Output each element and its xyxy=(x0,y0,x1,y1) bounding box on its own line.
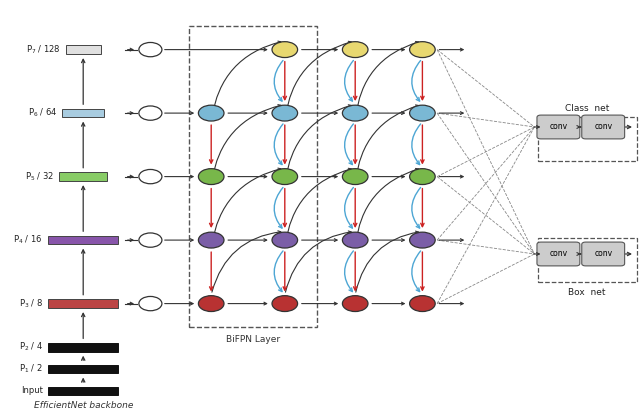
Bar xyxy=(66,45,101,54)
Circle shape xyxy=(198,232,224,248)
Bar xyxy=(48,236,118,245)
Text: P$_3$ / 8: P$_3$ / 8 xyxy=(19,297,43,310)
Bar xyxy=(60,172,107,181)
Circle shape xyxy=(342,42,368,58)
Circle shape xyxy=(410,296,435,312)
Text: P$_5$ / 32: P$_5$ / 32 xyxy=(25,171,54,183)
Text: P$_6$ / 64: P$_6$ / 64 xyxy=(28,107,58,119)
Circle shape xyxy=(198,105,224,121)
Circle shape xyxy=(139,106,162,120)
Text: Class  net: Class net xyxy=(565,104,609,113)
Circle shape xyxy=(272,105,298,121)
Text: Input: Input xyxy=(21,387,43,396)
Circle shape xyxy=(342,232,368,248)
Text: Box  net: Box net xyxy=(568,288,606,297)
Circle shape xyxy=(139,297,162,311)
Bar xyxy=(48,365,118,373)
Bar xyxy=(48,387,118,395)
Circle shape xyxy=(198,296,224,312)
Text: conv: conv xyxy=(549,122,568,131)
Text: EfficientNet backbone: EfficientNet backbone xyxy=(33,401,133,409)
Bar xyxy=(48,299,118,308)
Text: conv: conv xyxy=(549,249,568,258)
Circle shape xyxy=(272,42,298,58)
Text: P$_2$ / 4: P$_2$ / 4 xyxy=(19,341,43,353)
Circle shape xyxy=(410,105,435,121)
Circle shape xyxy=(272,232,298,248)
Text: BiFPN Layer: BiFPN Layer xyxy=(226,335,280,344)
Text: P$_1$ / 2: P$_1$ / 2 xyxy=(19,363,43,375)
Circle shape xyxy=(342,105,368,121)
Text: P$_4$ / 16: P$_4$ / 16 xyxy=(13,234,43,246)
FancyBboxPatch shape xyxy=(582,242,625,266)
Text: P$_7$ / 128: P$_7$ / 128 xyxy=(26,43,61,56)
Circle shape xyxy=(410,42,435,58)
Circle shape xyxy=(410,232,435,248)
Circle shape xyxy=(198,169,224,184)
Circle shape xyxy=(342,296,368,312)
Bar xyxy=(63,109,104,117)
Circle shape xyxy=(272,296,298,312)
Circle shape xyxy=(342,169,368,184)
Text: conv: conv xyxy=(594,249,612,258)
Circle shape xyxy=(410,169,435,184)
Text: conv: conv xyxy=(594,122,612,131)
FancyBboxPatch shape xyxy=(582,115,625,139)
Circle shape xyxy=(272,169,298,184)
Bar xyxy=(48,343,118,352)
FancyBboxPatch shape xyxy=(537,115,580,139)
Circle shape xyxy=(139,169,162,184)
Circle shape xyxy=(139,233,162,247)
Circle shape xyxy=(139,43,162,57)
FancyBboxPatch shape xyxy=(537,242,580,266)
